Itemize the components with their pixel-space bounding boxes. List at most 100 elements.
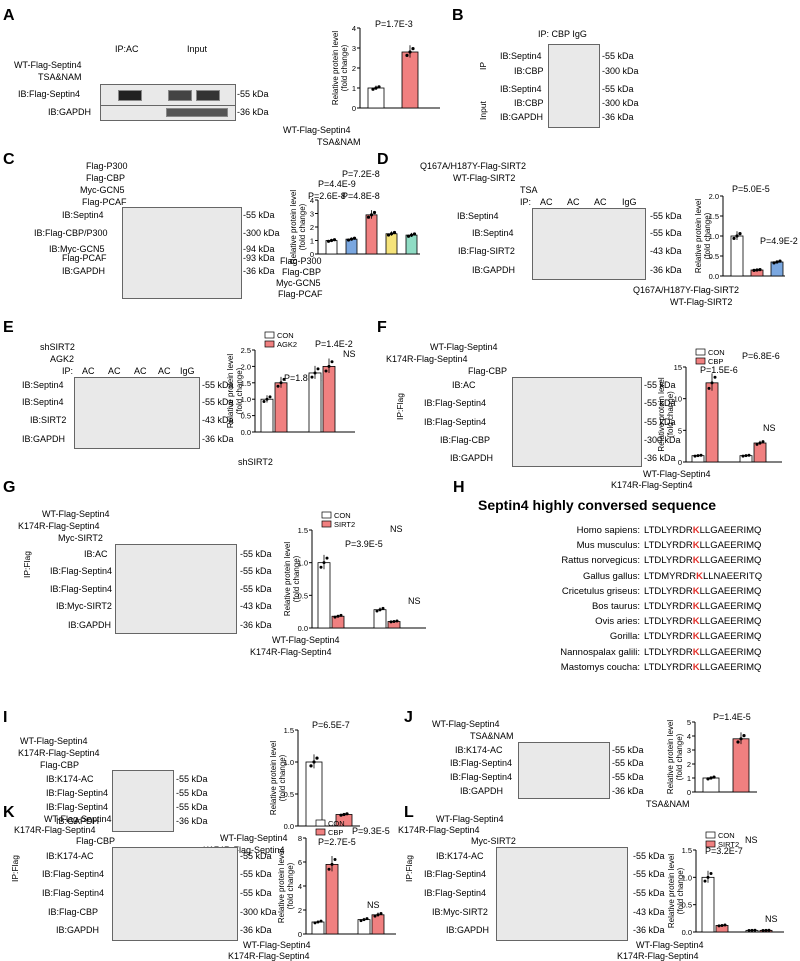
h-species-sequence: LTDMYRDRKLLNAEERITQ: [644, 570, 763, 582]
bar: [331, 615, 345, 629]
b-kda-0: -55 kDa: [602, 51, 634, 61]
c-ib-1: IB:Flag-CBP/P300: [34, 228, 108, 238]
y-tick-label: 0.0: [241, 428, 251, 437]
e-row-2: IP:: [62, 366, 74, 376]
k-p-0: P=2.7E-5: [318, 837, 356, 847]
data-point: [326, 239, 331, 243]
data-point: [709, 872, 713, 876]
c-kda-2: -94 kDa: [243, 244, 275, 254]
e-ip-4: IgG: [180, 366, 195, 376]
d-kda-3: -36 kDa: [650, 265, 682, 275]
data-point: [778, 259, 782, 263]
g-xrow-0: WT-Flag-Septin4: [272, 635, 340, 645]
d-blot: [532, 208, 646, 280]
legend-swatch: [321, 511, 332, 519]
bar: [325, 864, 339, 935]
c-row-3: Flag-PCAF: [82, 197, 127, 207]
l-ib-4: IB:GAPDH: [446, 925, 490, 935]
y-axis-label: Relative protein level: [666, 720, 675, 794]
h-species-name: Nannospalax galili:: [560, 646, 640, 658]
panel-label-c: C: [3, 151, 15, 168]
data-point: [315, 756, 319, 760]
data-point: [723, 923, 727, 927]
l-p-0: P=3.2E-7: [705, 846, 743, 856]
l-kda-1: -55 kDa: [633, 869, 665, 879]
c-row-0: Flag-P300: [86, 161, 128, 171]
c-kda-0: -55 kDa: [243, 210, 275, 220]
i-ib-2: IB:Flag-Septin4: [46, 802, 109, 812]
y-tick-label: 1.5: [298, 526, 308, 535]
panel-label-i: I: [3, 709, 8, 726]
data-point: [392, 230, 397, 235]
bar: [702, 777, 720, 793]
b-ib-2: IB:Septin4: [500, 84, 542, 94]
panel-label-e: E: [3, 319, 14, 336]
data-point: [325, 556, 329, 560]
h-species-sequence: LTDLYRDRKLLGAEERIMQ: [644, 616, 762, 628]
data-point: [753, 928, 757, 932]
h-lysine-k174: K: [692, 540, 700, 552]
legend-swatch: [315, 828, 326, 836]
a-input: Input: [187, 44, 208, 54]
data-point: [717, 924, 721, 928]
i-row-2: Flag-CBP: [40, 760, 80, 770]
e-kda-2: -43 kDa: [202, 415, 234, 425]
a-xrow2: TSA&NAM: [317, 137, 361, 147]
data-point: [411, 47, 415, 51]
i-ib-3: IB:GAPDH: [56, 816, 100, 826]
panel-label-k: K: [3, 804, 15, 821]
bar: [371, 914, 385, 935]
k-kda-3: -300 kDa: [240, 907, 277, 917]
h-species-name: Homo sapiens:: [576, 525, 640, 536]
y-tick-label: 2.5: [241, 346, 251, 355]
e-ip-3: AC: [158, 366, 171, 376]
y-tick-label: 2.0: [709, 192, 719, 201]
d-ib-3: IB:GAPDH: [472, 265, 516, 275]
h-species-name: Gorilla:: [609, 631, 640, 643]
y-axis-label: Relative protein level: [277, 849, 286, 923]
y-axis-label-2: (fold change): [340, 44, 349, 91]
f-row-2: Flag-CBP: [468, 366, 508, 376]
c-kda-1: -300 kDa: [243, 228, 280, 238]
j-kda-2: -55 kDa: [612, 772, 644, 782]
k-ns: NS: [367, 900, 380, 910]
g-p-0: P=3.9E-5: [345, 539, 383, 549]
bar: [732, 738, 750, 793]
d-kda-2: -43 kDa: [650, 246, 682, 256]
c-ib-2: IB:Myc-GCN5: [49, 244, 105, 254]
legend-swatch: [321, 520, 332, 528]
data-point: [333, 615, 337, 619]
i-xrow-1: K174R-Flag-Septin4: [203, 845, 285, 855]
k-p-1: P=9.3E-5: [352, 826, 390, 836]
data-point: [309, 764, 313, 768]
l-xrow-1: K174R-Flag-Septin4: [617, 951, 699, 961]
data-point: [310, 375, 314, 379]
data-point: [375, 609, 379, 613]
y-tick-label: 2: [310, 223, 314, 232]
data-point: [339, 613, 343, 617]
data-point: [346, 238, 351, 242]
l-blot: [496, 847, 628, 941]
g-ib-3: IB:Myc-SIRT2: [56, 601, 112, 611]
a-row1: WT-Flag-Septin4: [14, 60, 82, 70]
g-ib-4: IB:GAPDH: [68, 620, 112, 630]
bar: [730, 235, 744, 277]
j-ib-2: IB:Flag-Septin4: [450, 772, 513, 782]
f-xrow-1: K174R-Flag-Septin4: [611, 480, 693, 490]
data-point: [738, 232, 742, 236]
f-kda-2: -55 kDa: [644, 417, 676, 427]
y-tick-label: 1: [352, 84, 356, 93]
e-p-0: P=1.4E-2: [315, 339, 353, 349]
legend-label: AGK2: [277, 340, 297, 349]
d-ib-1: IB:Septin4: [472, 228, 514, 238]
y-tick-label: 2: [352, 64, 356, 73]
h-lysine-k174: K: [692, 631, 700, 643]
data-point: [339, 813, 343, 817]
e-kda-0: -55 kDa: [202, 380, 234, 390]
data-point: [371, 87, 375, 91]
y-tick-label: 3: [687, 746, 691, 755]
a-xrow1: WT-Flag-Septin4: [283, 125, 351, 135]
g-kda-3: -43 kDa: [240, 601, 272, 611]
i-kda-0: -55 kDa: [176, 774, 208, 784]
y-tick-label: 0.5: [284, 790, 294, 799]
